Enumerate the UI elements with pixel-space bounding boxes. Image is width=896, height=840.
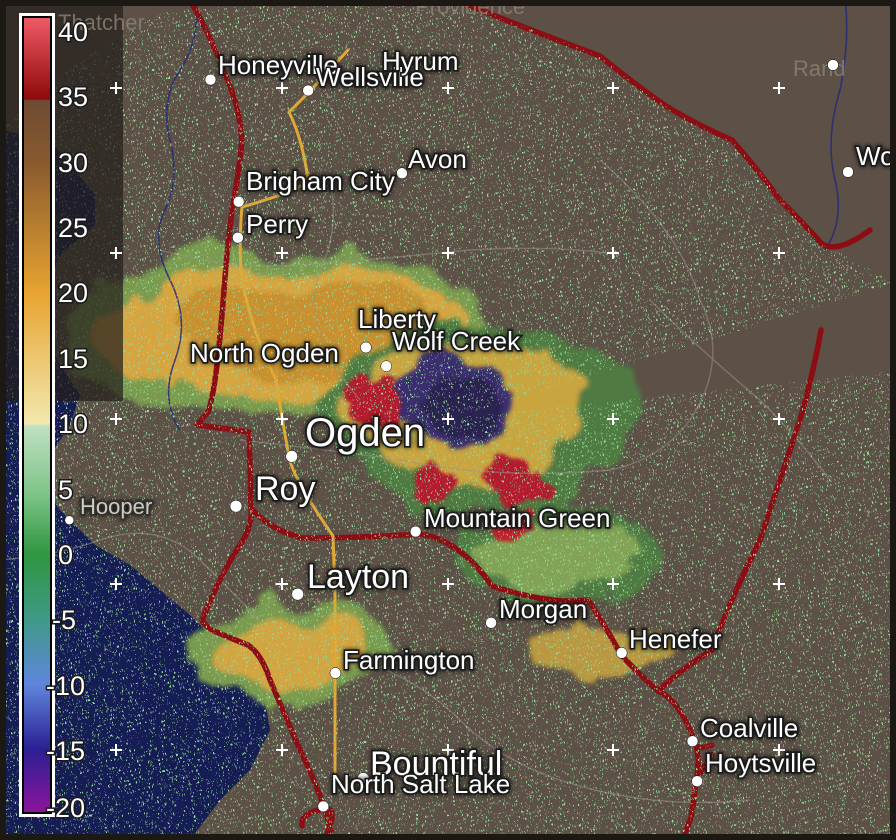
svg-text:10: 10 xyxy=(58,409,88,439)
svg-text:Brigham City: Brigham City xyxy=(246,166,395,196)
svg-text:Roy: Roy xyxy=(255,470,315,508)
svg-text:35: 35 xyxy=(58,82,88,112)
svg-text:40: 40 xyxy=(58,17,88,47)
svg-text:Farmington: Farmington xyxy=(343,645,475,675)
svg-text:Wo: Wo xyxy=(856,141,895,171)
svg-text:Henefer: Henefer xyxy=(629,624,722,654)
svg-text:Coalville: Coalville xyxy=(700,713,798,743)
svg-text:-15: -15 xyxy=(46,736,85,766)
svg-text:Perry: Perry xyxy=(246,209,308,239)
svg-text:Rand: Rand xyxy=(793,56,846,81)
svg-text:Layton: Layton xyxy=(307,558,409,596)
svg-text:-20: -20 xyxy=(46,793,85,823)
svg-text:5: 5 xyxy=(58,475,73,505)
svg-text:Mountain Green: Mountain Green xyxy=(424,503,610,533)
svg-text:Avon: Avon xyxy=(408,144,467,174)
svg-text:-5: -5 xyxy=(52,605,76,635)
svg-text:Hooper: Hooper xyxy=(80,494,152,519)
svg-text:30: 30 xyxy=(58,148,88,178)
svg-text:Wolf Creek: Wolf Creek xyxy=(392,326,521,356)
svg-text:Hoytsville: Hoytsville xyxy=(705,748,816,778)
svg-text:Providence: Providence xyxy=(415,0,525,19)
svg-text:Ogden: Ogden xyxy=(305,411,425,455)
svg-text:15: 15 xyxy=(58,344,88,374)
svg-text:North Salt Lake: North Salt Lake xyxy=(331,769,510,799)
svg-text:-10: -10 xyxy=(46,671,85,701)
svg-text:North Ogden: North Ogden xyxy=(190,338,339,368)
svg-text:0: 0 xyxy=(58,540,73,570)
svg-text:Morgan: Morgan xyxy=(499,594,587,624)
svg-text:20: 20 xyxy=(58,278,88,308)
svg-text:Hyrum: Hyrum xyxy=(382,46,459,76)
svg-text:25: 25 xyxy=(58,213,88,243)
